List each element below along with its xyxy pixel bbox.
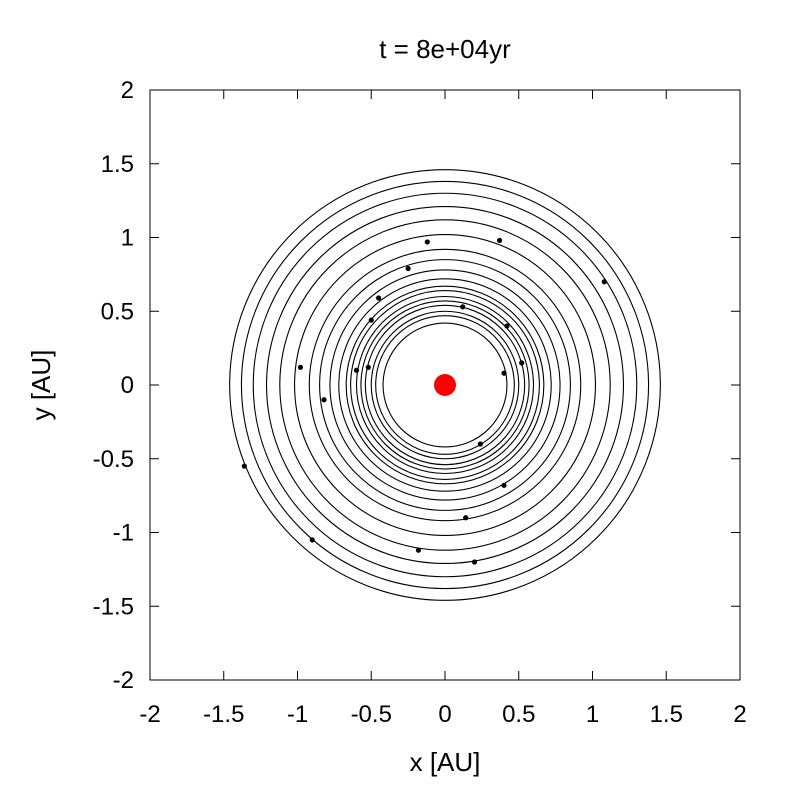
planet-point-3 [460, 304, 466, 310]
y-tick-label: 0.5 [101, 298, 134, 325]
planet-point-13 [241, 463, 247, 469]
planet-point-14 [297, 364, 304, 370]
y-tick-label: -1 [113, 520, 134, 547]
planet-point-6 [321, 397, 327, 403]
planet-point-2 [504, 323, 510, 329]
orbit-5 [355, 295, 535, 475]
planet-markers [241, 237, 607, 565]
y-tick-label: 2 [121, 77, 134, 104]
x-tick-label: 1.5 [650, 701, 683, 728]
planet-point-15 [368, 317, 374, 323]
orbit-3 [364, 304, 526, 466]
y-tick-label: 1.5 [101, 151, 134, 178]
orbit-2 [370, 310, 520, 460]
star-marker [434, 374, 456, 396]
orbit-17 [229, 169, 661, 601]
orbit-12 [293, 234, 596, 536]
orbit-15 [252, 192, 638, 578]
x-axis-label: x [AU] [410, 747, 481, 777]
orbit-16 [240, 180, 650, 590]
orbit-7 [345, 285, 545, 485]
x-tick-label: 0 [438, 701, 451, 728]
orbit-4 [360, 300, 530, 470]
planet-point-11 [471, 559, 478, 565]
orbit-10 [319, 259, 571, 511]
orbit-9 [329, 269, 561, 501]
y-tick-label: -0.5 [93, 446, 134, 473]
x-tick-label: -1.5 [203, 701, 244, 728]
planet-point-5 [353, 367, 360, 373]
orbit-0 [382, 322, 508, 448]
x-axis-ticks: -2 -1.5 -1 -0.5 0 0.5 1 1.5 2 [139, 90, 747, 728]
planet-point-7 [477, 441, 483, 447]
x-tick-label: -2 [139, 701, 160, 728]
planet-point-10 [415, 547, 422, 553]
orbit-8 [338, 278, 552, 492]
y-axis-label: y [AU] [26, 350, 56, 421]
x-tick-label: 2 [733, 701, 746, 728]
y-tick-label: -1.5 [93, 593, 134, 620]
y-tick-label: 1 [121, 225, 134, 252]
planet-point-12 [309, 537, 315, 543]
planet-point-1 [519, 360, 525, 366]
planet-point-8 [501, 482, 507, 488]
y-tick-label: -2 [113, 667, 134, 694]
orbit-6 [350, 290, 540, 480]
planet-point-0 [501, 370, 507, 376]
y-tick-label: 0 [121, 372, 134, 399]
planet-point-20 [601, 279, 607, 285]
planet-point-9 [463, 515, 469, 521]
orbit-1 [375, 315, 515, 455]
y-axis-ticks: -2 -1.5 -1 -0.5 0 0.5 1 1.5 2 [93, 77, 740, 694]
x-tick-label: 0.5 [502, 701, 535, 728]
chart-title: t = 8e+04yr [379, 34, 511, 64]
planet-point-18 [424, 239, 430, 245]
orbit-14 [265, 205, 625, 565]
planet-point-4 [365, 364, 371, 370]
planet-point-16 [376, 295, 382, 301]
x-tick-label: 1 [586, 701, 599, 728]
orbit-paths [229, 169, 661, 601]
orbit-13 [279, 219, 611, 551]
orbit-11 [308, 248, 582, 522]
x-tick-label: -0.5 [351, 701, 392, 728]
planet-point-19 [496, 237, 503, 244]
planet-point-17 [405, 265, 411, 272]
x-tick-label: -1 [287, 701, 308, 728]
